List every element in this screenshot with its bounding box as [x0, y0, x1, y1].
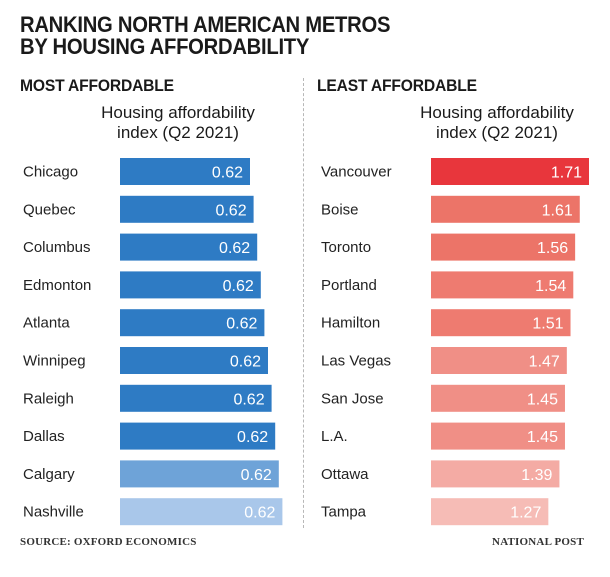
- category-label: Las Vegas: [321, 353, 391, 370]
- category-label: L.A.: [321, 428, 348, 445]
- value-label: 0.62: [237, 429, 268, 446]
- category-label: Portland: [321, 277, 377, 294]
- value-label: 0.62: [223, 278, 254, 295]
- category-label: Dallas: [23, 428, 65, 445]
- chart-title: RANKING NORTH AMERICAN METROS BY HOUSING…: [20, 14, 535, 58]
- value-label: 1.47: [529, 354, 560, 371]
- least-index-label-line-1: Housing affordability: [420, 103, 574, 122]
- bar-most-quebec: [120, 195, 254, 223]
- least-affordable-bars: Vancouver 1.71 Boise 1.61 Toronto 1.56 Portlan…: [321, 158, 589, 526]
- bar-most-winnipeg: [120, 347, 268, 374]
- category-label: Vancouver: [321, 164, 392, 181]
- bar-least-ottawa: [431, 460, 560, 488]
- value-label: 0.62: [212, 165, 243, 182]
- category-label: Columbus: [23, 239, 91, 256]
- bar-most-atlanta: [120, 309, 265, 337]
- bar-least-las-vegas: [431, 347, 567, 374]
- panel-divider: [303, 78, 304, 528]
- least-index-label-line-2: index (Q2 2021): [436, 123, 558, 142]
- value-label: 1.45: [527, 429, 558, 446]
- value-label: 1.71: [551, 165, 582, 182]
- bar-most-raleigh: [120, 384, 272, 412]
- category-label: Chicago: [23, 164, 78, 181]
- value-label: 0.62: [219, 240, 250, 257]
- bar-most-columbus: [120, 233, 258, 261]
- value-label: 1.51: [532, 316, 563, 333]
- bar-least-toronto: [431, 233, 576, 261]
- category-label: Boise: [321, 201, 359, 218]
- category-label: Edmonton: [23, 277, 91, 294]
- category-label: Toronto: [321, 239, 371, 256]
- category-label: Winnipeg: [23, 353, 86, 370]
- bar-least-boise: [431, 195, 580, 223]
- category-label: Quebec: [23, 201, 76, 218]
- value-label: 1.61: [542, 202, 573, 219]
- value-label: 0.62: [233, 391, 264, 408]
- bar-least-san-jose: [431, 384, 565, 412]
- chart-title-line-2: BY HOUSING AFFORDABILITY: [20, 34, 310, 59]
- publisher-credit: NATIONAL POST: [492, 536, 584, 548]
- category-label: Ottawa: [321, 466, 369, 483]
- bar-least-tampa: [431, 498, 549, 526]
- value-label: 0.62: [226, 316, 257, 333]
- value-label: 0.62: [230, 354, 261, 371]
- most-affordable-heading: MOST AFFORDABLE: [20, 76, 174, 95]
- bar-least-portland: [431, 271, 574, 299]
- category-label: Hamilton: [321, 315, 380, 332]
- least-affordable-heading: LEAST AFFORDABLE: [317, 76, 477, 95]
- most-index-label-line-2: index (Q2 2021): [117, 123, 239, 142]
- bar-most-edmonton: [120, 271, 261, 299]
- bar-most-calgary: [120, 460, 279, 488]
- category-label: Tampa: [321, 504, 367, 521]
- bar-least-l-a-: [431, 422, 565, 450]
- value-label: 1.54: [535, 278, 566, 295]
- value-label: 1.45: [527, 391, 558, 408]
- bar-least-vancouver: [431, 158, 589, 185]
- source-note: SOURCE: OXFORD ECONOMICS: [20, 536, 197, 548]
- most-affordable-bars: Chicago 0.62 Quebec 0.62 Columbus 0.62 Edmonto…: [23, 158, 283, 526]
- category-label: Nashville: [23, 504, 84, 521]
- value-label: 0.62: [244, 505, 275, 522]
- bar-most-dallas: [120, 422, 276, 450]
- chart-title-line-1: RANKING NORTH AMERICAN METROS: [20, 12, 391, 37]
- least-affordable-index-label: Housing affordability index (Q2 2021): [404, 103, 590, 143]
- most-affordable-index-label: Housing affordability index (Q2 2021): [92, 103, 264, 143]
- value-label: 1.56: [537, 240, 568, 257]
- value-label: 1.39: [521, 467, 552, 484]
- most-index-label-line-1: Housing affordability: [101, 103, 255, 122]
- category-label: Atlanta: [23, 315, 70, 332]
- category-label: San Jose: [321, 390, 384, 407]
- value-label: 0.62: [241, 467, 272, 484]
- value-label: 1.27: [510, 505, 541, 522]
- category-label: Calgary: [23, 466, 75, 483]
- bar-least-hamilton: [431, 309, 571, 337]
- category-label: Raleigh: [23, 390, 74, 407]
- bar-most-chicago: [120, 158, 250, 185]
- bar-most-nashville: [120, 498, 283, 526]
- value-label: 0.62: [215, 202, 246, 219]
